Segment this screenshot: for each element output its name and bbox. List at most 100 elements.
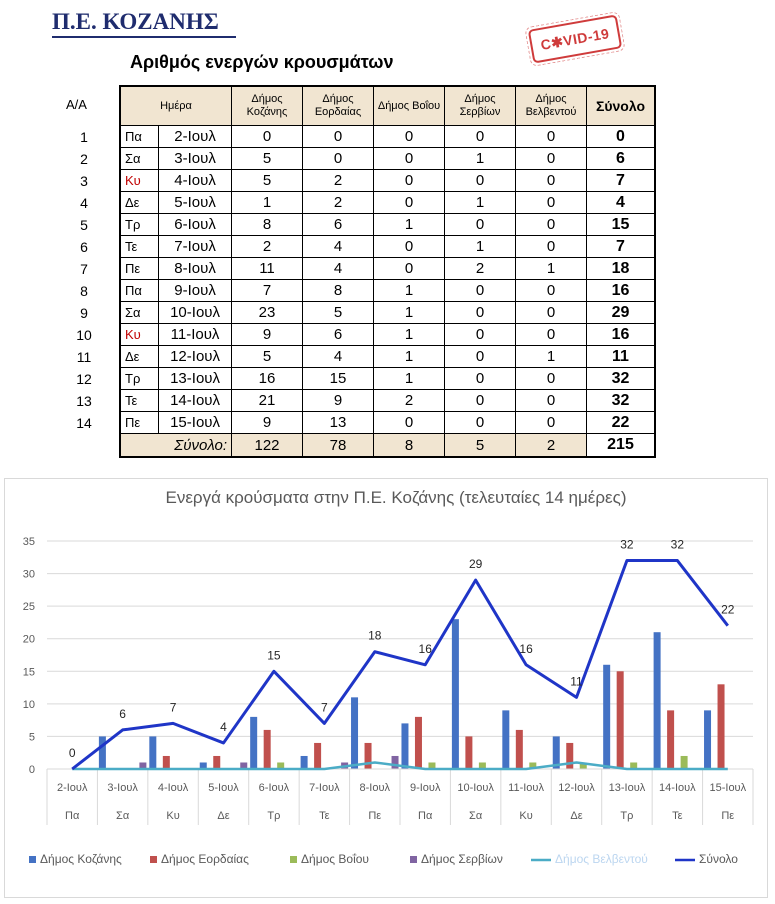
day-cell: Κυ	[119, 323, 160, 346]
data-label: 6	[119, 707, 126, 721]
x-subtick-label: Δε	[217, 810, 229, 822]
legend-label: Δήμος Εορδαίας	[161, 852, 249, 866]
total-cell: 22	[586, 411, 656, 434]
row-number: 2	[80, 151, 88, 167]
column-header: Σύνολο	[586, 85, 656, 126]
footer-label: Σύνολο:	[119, 433, 232, 458]
date-cell: 11-Ιουλ	[158, 323, 232, 346]
bar-Δήμος-Βοΐου	[428, 762, 436, 769]
x-subtick-label: Τρ	[267, 810, 280, 822]
date-cell: 9-Ιουλ	[158, 279, 232, 302]
value-cell: 15	[302, 367, 374, 390]
day-cell: Πε	[119, 257, 160, 280]
value-cell: 0	[515, 389, 587, 412]
data-label: 7	[321, 700, 328, 714]
value-cell: 0	[373, 169, 445, 192]
row-number: 1	[80, 129, 88, 145]
x-tick-label: 14-Ιουλ	[659, 782, 696, 794]
bar-Δήμος-Κοζάνης	[401, 723, 409, 769]
value-cell: 2	[302, 169, 374, 192]
data-label: 15	[267, 648, 281, 662]
value-cell: 1	[373, 213, 445, 236]
bar-Δήμος-Κοζάνης	[199, 762, 207, 769]
x-subtick-label: Δε	[570, 810, 582, 822]
row-number: 4	[80, 195, 88, 211]
row-number: 13	[76, 393, 92, 409]
value-cell: 2	[231, 235, 303, 258]
value-cell: 0	[444, 367, 516, 390]
footer-cell: 78	[302, 433, 374, 458]
data-label: 16	[519, 642, 533, 656]
value-cell: 1	[373, 345, 445, 368]
legend-label: Δήμος Σερβίων	[421, 852, 503, 866]
data-label: 32	[620, 538, 634, 552]
value-cell: 5	[231, 169, 303, 192]
date-cell: 3-Ιουλ	[158, 147, 232, 170]
day-cell: Σα	[119, 147, 160, 170]
bar-Δήμος-Σερβίων	[391, 755, 399, 769]
total-cell: 29	[586, 301, 656, 324]
value-cell: 0	[444, 345, 516, 368]
value-cell: 9	[231, 411, 303, 434]
value-cell: 0	[515, 169, 587, 192]
value-cell: 6	[302, 213, 374, 236]
x-tick-label: 10-Ιουλ	[457, 782, 494, 794]
bar-Δήμος-Εορδαίας	[667, 710, 675, 769]
total-cell: 11	[586, 345, 656, 368]
bar-Δήμος-Εορδαίας	[566, 742, 574, 769]
total-cell: 6	[586, 147, 656, 170]
legend-swatch	[150, 856, 157, 863]
value-cell: 7	[231, 279, 303, 302]
bar-Δήμος-Εορδαίας	[616, 671, 624, 769]
date-cell: 7-Ιουλ	[158, 235, 232, 258]
column-header: Δήμος Κοζάνης	[231, 85, 303, 126]
x-subtick-label: Κυ	[519, 810, 532, 822]
column-header: Δήμος Βοΐου	[373, 85, 445, 126]
y-tick-label: 35	[23, 536, 35, 548]
legend-swatch	[290, 856, 297, 863]
value-cell: 0	[515, 301, 587, 324]
value-cell: 16	[231, 367, 303, 390]
value-cell: 8	[302, 279, 374, 302]
row-number: 11	[76, 349, 92, 365]
value-cell: 1	[444, 191, 516, 214]
total-cell: 4	[586, 191, 656, 214]
value-cell: 0	[373, 125, 445, 148]
value-cell: 13	[302, 411, 374, 434]
data-label: 29	[469, 557, 483, 571]
bar-Δήμος-Κοζάνης	[300, 755, 308, 769]
footer-total: 215	[586, 433, 656, 458]
value-cell: 2	[444, 257, 516, 280]
total-cell: 18	[586, 257, 656, 280]
value-cell: 21	[231, 389, 303, 412]
legend-swatch	[29, 856, 36, 863]
bar-Δήμος-Εορδαίας	[263, 729, 271, 769]
table-row: Κυ 11-Ιουλ 9 6 1 0 0 16	[119, 323, 656, 346]
x-tick-label: 2-Ιουλ	[57, 782, 88, 794]
date-cell: 10-Ιουλ	[158, 301, 232, 324]
value-cell: 0	[444, 389, 516, 412]
x-tick-label: 3-Ιουλ	[107, 782, 138, 794]
x-tick-label: 8-Ιουλ	[360, 782, 391, 794]
day-cell: Σα	[119, 301, 160, 324]
footer-cell: 8	[373, 433, 445, 458]
x-subtick-label: Πα	[418, 810, 433, 822]
data-label: 16	[419, 642, 433, 656]
bar-Δήμος-Κοζάνης	[451, 619, 459, 769]
value-cell: 0	[444, 301, 516, 324]
value-cell: 9	[302, 389, 374, 412]
total-cell: 15	[586, 213, 656, 236]
value-cell: 1	[373, 279, 445, 302]
day-cell: Κυ	[119, 169, 160, 192]
table-header-row: Ημέρα Δήμος Κοζάνης Δήμος Εορδαίας Δήμος…	[119, 85, 656, 126]
bar-Δήμος-Εορδαίας	[314, 742, 322, 769]
data-label: 22	[721, 603, 735, 617]
value-cell: 0	[373, 191, 445, 214]
legend-label: Δήμος Κοζάνης	[40, 852, 122, 866]
row-number: 8	[80, 283, 88, 299]
data-label: 32	[671, 538, 685, 552]
table-body: Πα 2-Ιουλ 0 0 0 0 0 0 Σα 3-Ιουλ 5 0 0 1 0 6 Κυ 4-Ιουλ 5 2 0 0…	[119, 125, 656, 434]
bar-Δήμος-Βοΐου	[478, 762, 486, 769]
cases-table: Ημέρα Δήμος Κοζάνης Δήμος Εορδαίας Δήμος…	[119, 85, 656, 458]
bar-Δήμος-Κοζάνης	[603, 664, 611, 769]
